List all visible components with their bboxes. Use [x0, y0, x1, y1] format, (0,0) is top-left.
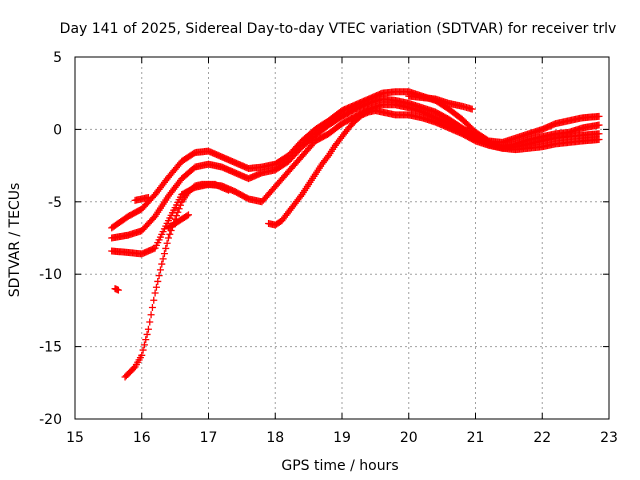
x-tick-label: 17 [200, 430, 218, 446]
data-point [164, 234, 172, 242]
x-tick-label: 20 [400, 430, 418, 446]
x-tick-label: 18 [266, 430, 284, 446]
series-track-d [121, 180, 233, 381]
data-point [595, 136, 603, 144]
data-point [175, 205, 183, 213]
data-point [166, 230, 174, 238]
x-tick-label: 23 [600, 430, 618, 446]
data-point [147, 311, 155, 319]
data-points [108, 88, 603, 381]
data-point [156, 266, 164, 274]
series-track-h [111, 285, 122, 294]
y-tick-label: 5 [53, 50, 62, 66]
y-tick-label: 0 [53, 122, 62, 138]
x-tick-label: 19 [333, 430, 351, 446]
series-track-i [131, 193, 152, 204]
data-point [142, 336, 150, 344]
data-point [176, 201, 184, 209]
data-point [144, 193, 152, 201]
data-point [143, 330, 151, 338]
series-track-g [164, 211, 192, 232]
data-point [174, 208, 182, 216]
grid-lines [75, 57, 609, 419]
x-tick-label: 15 [66, 430, 84, 446]
y-axis-title: SDTVAR / TECUs [7, 183, 23, 298]
data-point [184, 211, 192, 219]
data-point [183, 212, 191, 220]
y-tick-label: -20 [39, 412, 62, 428]
x-tick-label: 22 [533, 430, 551, 446]
series-track-f [405, 92, 476, 113]
data-point [159, 255, 167, 263]
axis-ticks [74, 56, 610, 420]
data-point [468, 105, 476, 113]
data-point [146, 318, 154, 326]
x-axis-title: GPS time / hours [281, 458, 398, 474]
tick-labels: 15 16 17 18 19 20 21 22 23 -20 -15 -10 -5 0 5 [39, 50, 618, 446]
data-point [160, 250, 168, 258]
data-point [150, 296, 158, 304]
data-point [114, 286, 122, 294]
series-track-e [265, 107, 603, 229]
data-point [148, 304, 156, 312]
data-point [158, 260, 166, 268]
y-tick-label: -15 [39, 340, 62, 356]
data-point [155, 272, 163, 280]
data-point [225, 186, 233, 194]
x-tick-label: 16 [133, 430, 151, 446]
y-tick-label: -10 [39, 267, 62, 283]
data-point [154, 277, 162, 285]
data-point [162, 244, 170, 252]
chart-title: Day 141 of 2025, Sidereal Day-to-day VTE… [60, 21, 617, 37]
data-point [144, 325, 152, 333]
data-point [140, 341, 148, 349]
data-point [595, 112, 603, 120]
data-point [138, 351, 146, 359]
y-tick-label: -5 [48, 195, 62, 211]
data-point [139, 346, 147, 354]
x-tick-label: 21 [467, 430, 485, 446]
data-point [130, 364, 138, 372]
data-point [152, 283, 160, 291]
data-point [163, 239, 171, 247]
data-point [151, 289, 159, 297]
data-point [595, 121, 603, 129]
data-point [172, 212, 180, 220]
series-track-a [108, 88, 603, 232]
